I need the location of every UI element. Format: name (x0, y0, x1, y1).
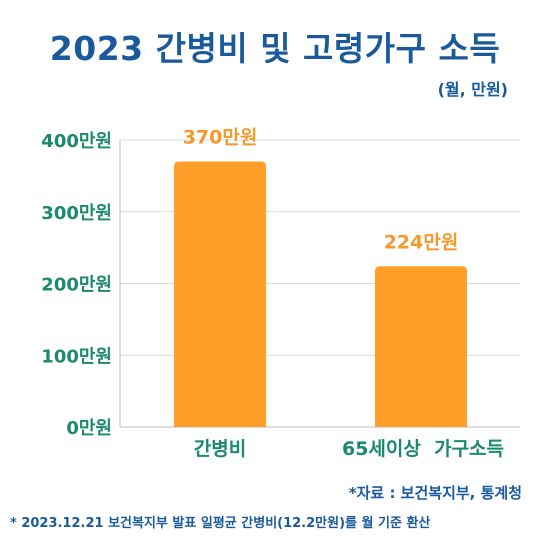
y-tick-label: 200만원 (41, 275, 112, 296)
chart-title: 2023 간병비 및 고령가구 소득 (49, 29, 501, 68)
y-tick-label: 400만원 (41, 131, 112, 152)
y-tick-label: 300만원 (41, 203, 112, 224)
source-note: *자료 : 보건복지부, 통계청 (348, 484, 522, 502)
data-label: 370만원 (183, 127, 258, 149)
x-category-label: 간병비 (194, 438, 246, 460)
data-label: 224만원 (384, 231, 459, 253)
y-tick-label: 100만원 (41, 346, 112, 367)
y-tick-label: 0만원 (66, 418, 112, 439)
footnote: * 2023.12.21 보건복지부 발표 일평균 간병비(12.2만원)를 월… (10, 516, 431, 531)
x-category-label: 65세이상 가구소득 (342, 438, 504, 460)
bar (375, 266, 467, 427)
bar (174, 161, 266, 427)
unit-label: (월, 만원) (437, 80, 508, 99)
